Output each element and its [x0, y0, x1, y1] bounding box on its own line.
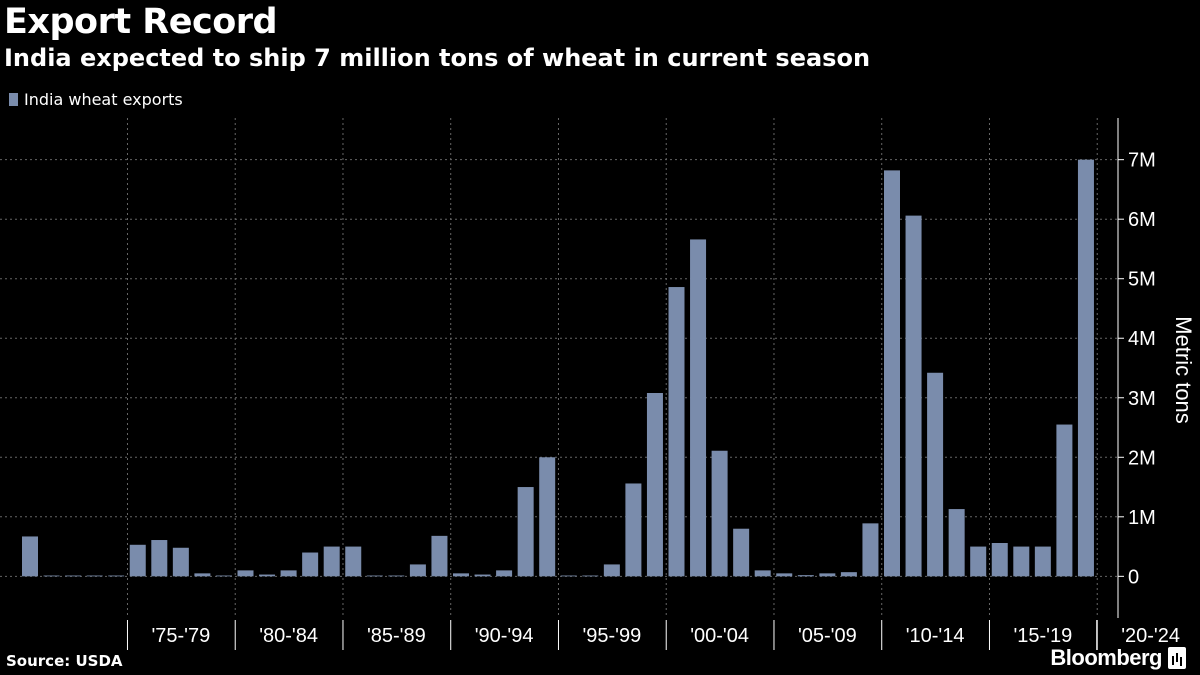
bar	[22, 536, 38, 577]
bar	[776, 573, 793, 577]
legend-label: India wheat exports	[24, 90, 183, 109]
y-axis-label: Metric tons	[1171, 316, 1196, 424]
x-tick-label: '95-'99	[582, 625, 641, 647]
bar	[453, 573, 469, 577]
x-tick-label: '75-'79	[151, 625, 210, 647]
bar	[991, 543, 1008, 577]
bar	[431, 535, 448, 577]
bar	[151, 540, 168, 577]
bar	[970, 546, 987, 577]
x-tick-label: '20-'24	[1121, 625, 1180, 647]
bar	[1034, 546, 1051, 577]
bar	[905, 215, 922, 577]
bar	[388, 575, 405, 577]
y-tick-label: 0	[1128, 566, 1139, 588]
bar	[129, 544, 146, 577]
y-tick-label: 1M	[1128, 507, 1156, 529]
x-tick-label: '85-'89	[367, 625, 426, 647]
bar	[496, 570, 513, 577]
y-tick-label: 2M	[1128, 447, 1156, 469]
bar	[86, 575, 103, 577]
brand-logo: Bloomberg	[1050, 645, 1162, 670]
bar	[172, 547, 189, 577]
y-tick-label: 3M	[1128, 388, 1156, 410]
bar	[366, 575, 383, 577]
bar	[819, 573, 836, 577]
bar	[862, 523, 879, 577]
bar	[539, 457, 556, 577]
bar	[668, 287, 685, 577]
x-tick-label: '10-'14	[906, 625, 965, 647]
x-tick-label: '00-'04	[690, 625, 749, 647]
y-tick-label: 4M	[1128, 328, 1156, 350]
bar	[948, 509, 965, 577]
y-tick-label: 6M	[1128, 209, 1156, 231]
bar	[474, 574, 491, 577]
y-tick-label: 7M	[1128, 150, 1156, 172]
bar	[194, 573, 211, 577]
chart-icon	[1168, 647, 1186, 669]
x-tick-label: '15-'19	[1013, 625, 1072, 647]
bar	[409, 564, 426, 577]
bar	[65, 575, 82, 577]
y-tick-label: 5M	[1128, 269, 1156, 291]
bar	[884, 170, 900, 577]
bar	[840, 572, 857, 577]
chart-subtitle: India expected to ship 7 million tons of…	[4, 44, 871, 72]
bar	[1056, 424, 1073, 577]
bar	[625, 483, 642, 577]
bar	[108, 575, 125, 577]
bar	[259, 574, 276, 577]
x-tick-label: '80-'84	[259, 625, 318, 647]
bar	[711, 450, 728, 577]
bar	[927, 372, 944, 577]
x-tick-label: '05-'09	[798, 625, 857, 647]
legend-swatch	[9, 93, 18, 106]
x-tick-label: '90-'94	[475, 625, 534, 647]
bar	[603, 564, 620, 577]
brand: Bloomberg	[1050, 645, 1186, 671]
bar	[1013, 546, 1030, 577]
bar	[754, 570, 771, 577]
bar	[733, 528, 750, 577]
bar	[280, 570, 297, 577]
bar	[237, 570, 254, 577]
bar	[797, 575, 814, 577]
legend: India wheat exports	[9, 90, 183, 109]
chart-title: Export Record	[4, 2, 278, 42]
bar	[43, 575, 60, 577]
bar	[302, 552, 319, 577]
bar	[323, 546, 340, 577]
bar	[517, 487, 534, 577]
bar	[345, 546, 362, 577]
bar	[215, 575, 232, 577]
bar	[560, 575, 577, 577]
bar	[690, 239, 707, 577]
source-note: Source: USDA	[6, 652, 123, 670]
bar	[646, 393, 663, 577]
bar	[1077, 159, 1094, 577]
bar	[582, 575, 599, 577]
